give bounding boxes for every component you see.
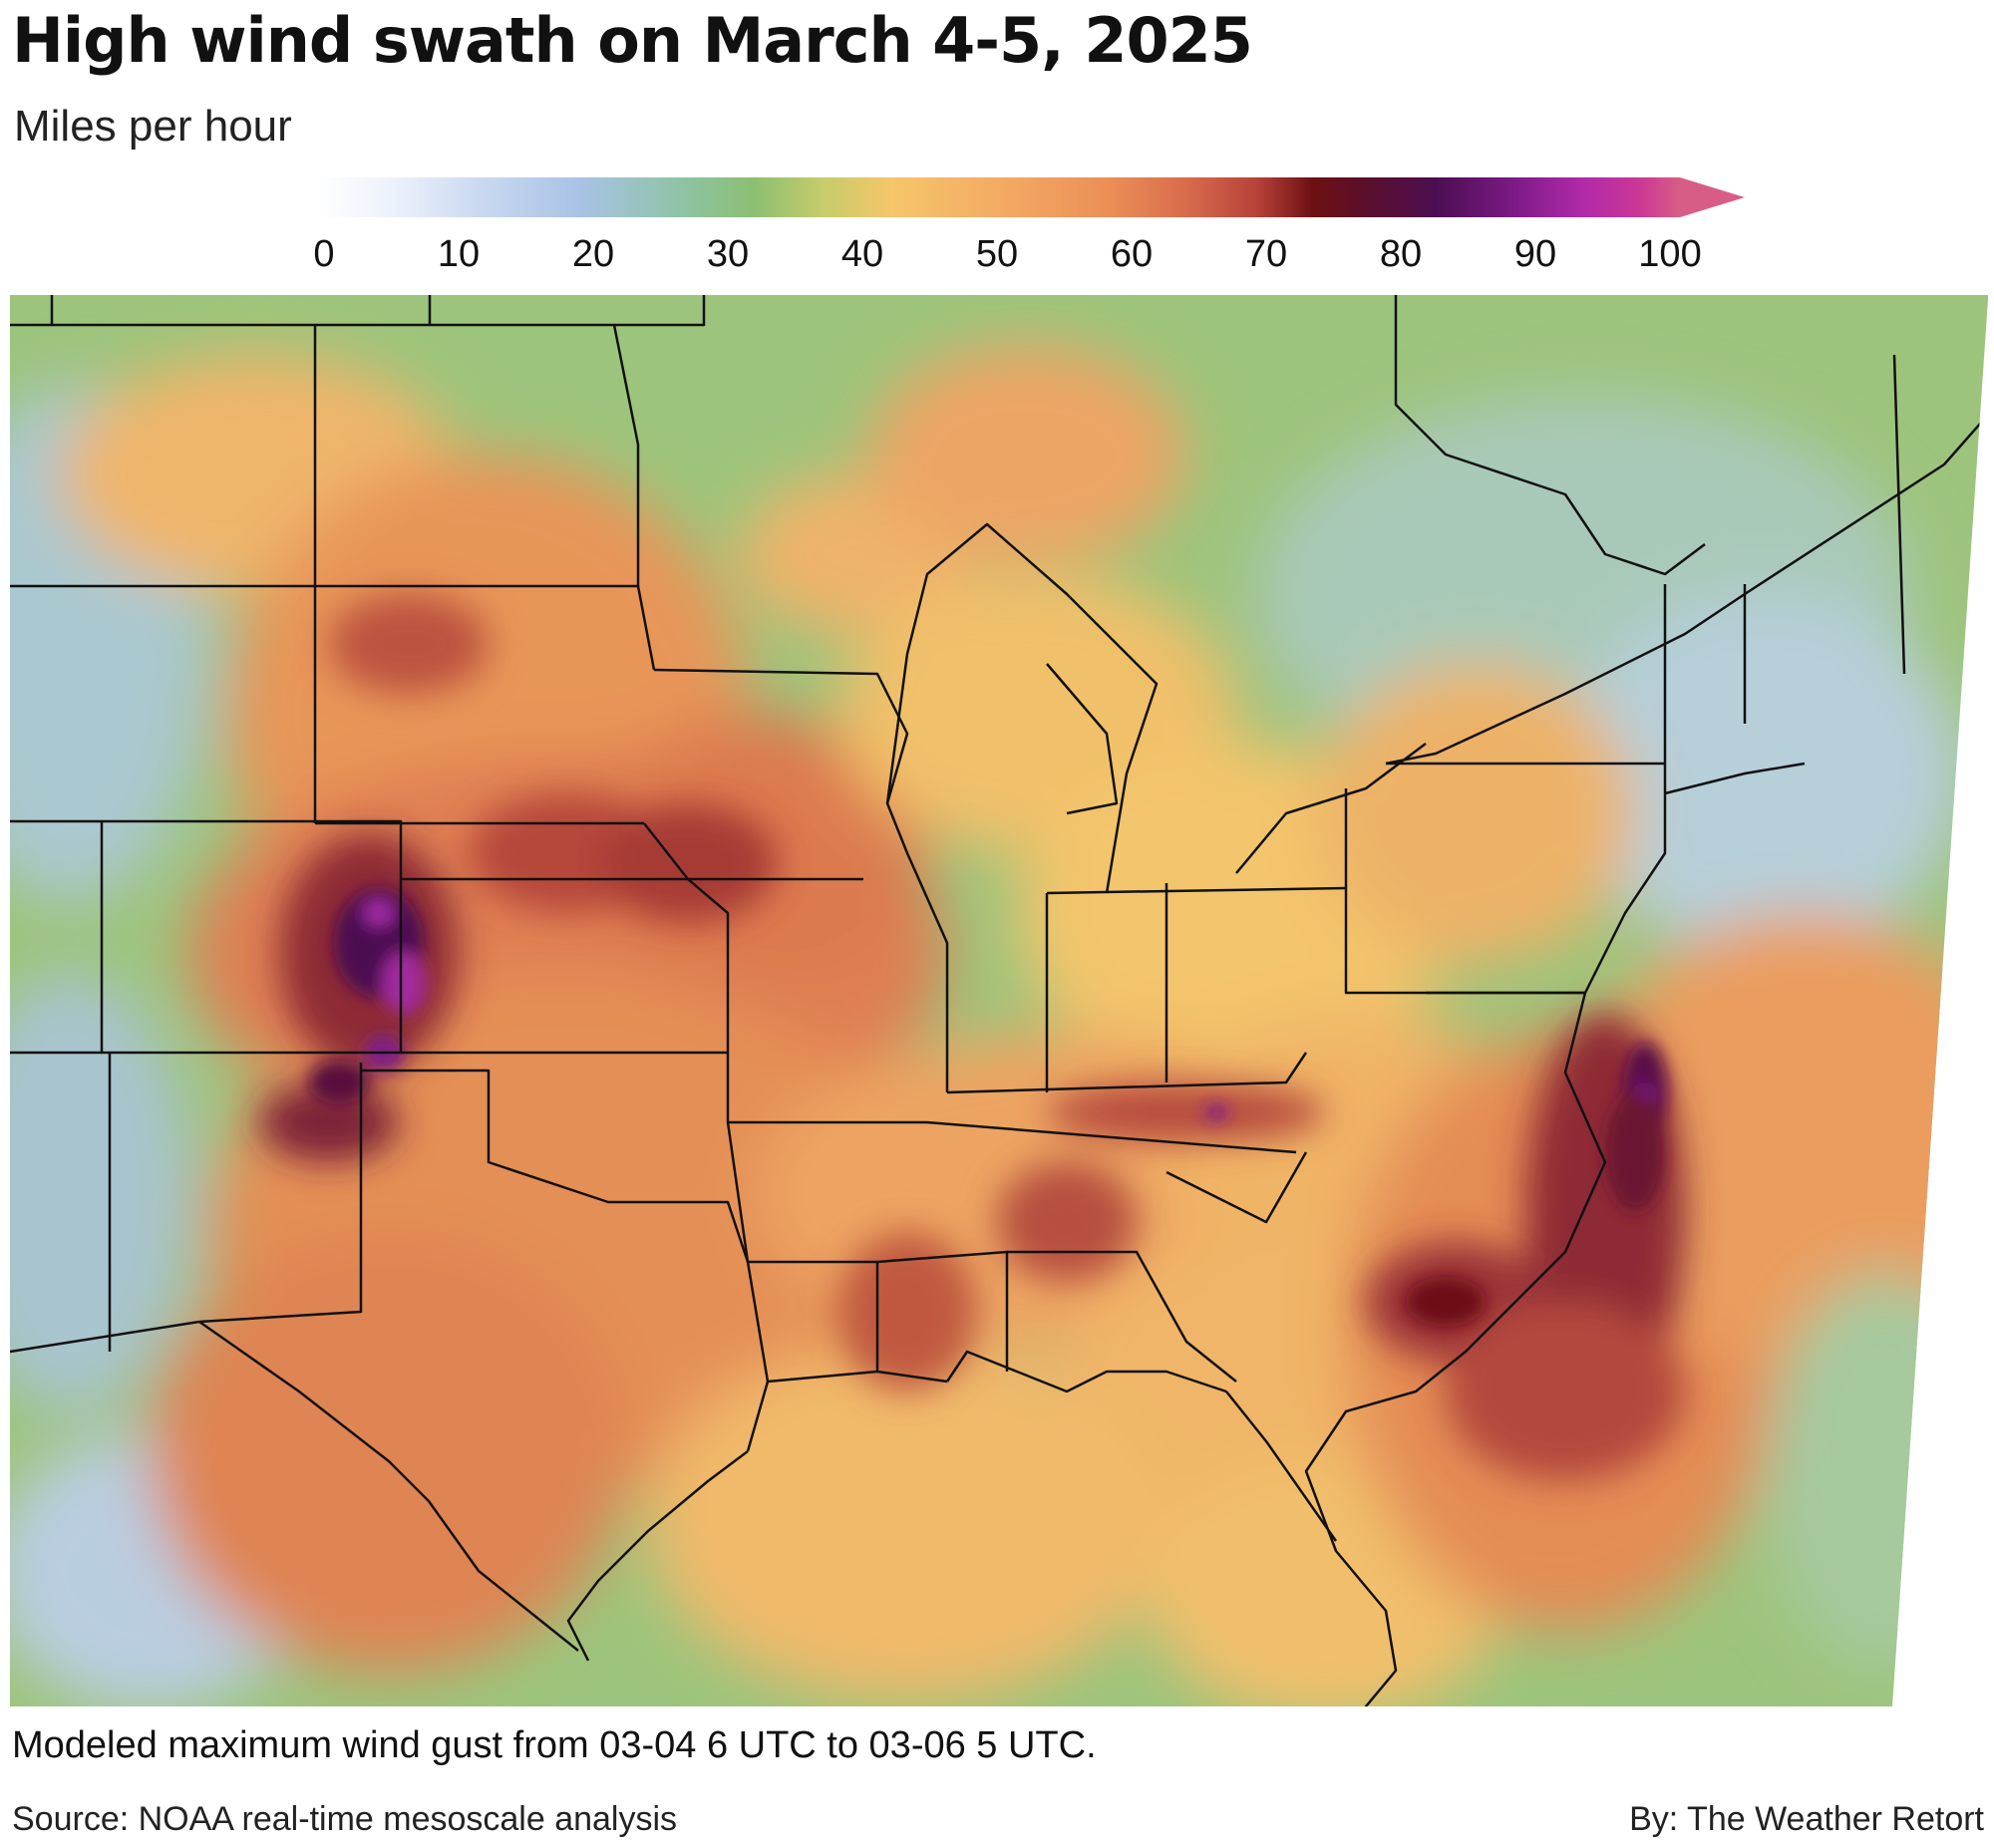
legend-tick: 20	[571, 233, 615, 275]
wind-gust-map	[10, 295, 1988, 1706]
legend-arrow-icon	[1680, 177, 1745, 217]
page-title: High wind swath on March 4-5, 2025	[12, 4, 1253, 77]
legend-tick: 70	[1244, 233, 1288, 275]
legend-tick: 100	[1638, 233, 1702, 275]
wind-extreme-cores	[309, 888, 1667, 1327]
color-legend: 0 10 20 30 40 50 60 70 80 90 100	[313, 177, 1745, 275]
legend-color-bar	[319, 177, 1680, 217]
state-boundaries	[10, 295, 1988, 1706]
legend-tick: 10	[437, 233, 481, 275]
units-subtitle: Miles per hour	[14, 102, 292, 151]
legend-tick: 90	[1513, 233, 1557, 275]
legend-tick: 50	[975, 233, 1019, 275]
map-caption: Modeled maximum wind gust from 03-04 6 U…	[12, 1724, 1097, 1766]
legend-tick: 0	[313, 233, 335, 275]
legend-tick: 30	[706, 233, 750, 275]
byline-credit: By: The Weather Retort	[1629, 1800, 1984, 1838]
legend-tick: 60	[1110, 233, 1154, 275]
source-credit: Source: NOAA real-time mesoscale analysi…	[12, 1800, 678, 1838]
legend-tick: 40	[840, 233, 884, 275]
legend-tick: 80	[1379, 233, 1423, 275]
